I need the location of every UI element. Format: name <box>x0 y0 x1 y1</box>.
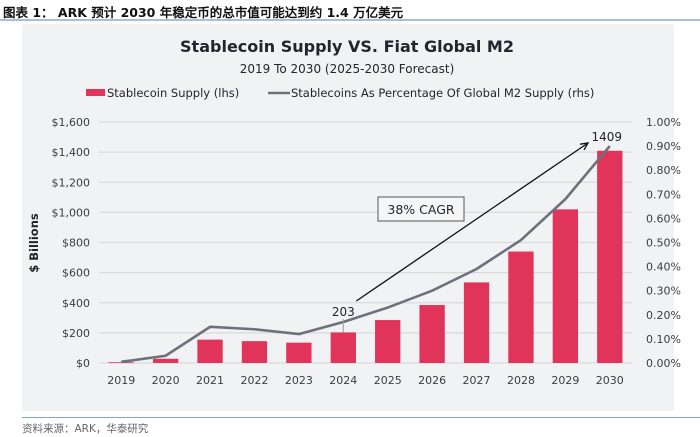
y-tick-label-right: 0.50% <box>646 237 681 250</box>
y-tick-label-left: $1,200 <box>52 176 91 189</box>
y-tick-label-right: 0.00% <box>646 357 681 370</box>
x-tick-label: 2020 <box>152 374 180 387</box>
bar <box>108 362 134 364</box>
x-tick-label: 2024 <box>329 374 357 387</box>
chart-title: Stablecoin Supply VS. Fiat Global M2 <box>180 37 514 56</box>
start-value-label: 203 <box>332 305 355 319</box>
bar <box>508 251 534 363</box>
y-tick-label-left: $1,000 <box>52 206 91 219</box>
y-tick-label-left: $400 <box>62 297 90 310</box>
cagr-arrow <box>355 142 589 302</box>
bar-series <box>108 150 623 364</box>
chart-subtitle: 2019 To 2030 (2025-2030 Forecast) <box>240 62 455 76</box>
bar <box>286 342 312 363</box>
y-tick-label-right: 0.60% <box>646 212 681 225</box>
x-tick-label: 2030 <box>596 374 624 387</box>
gridlines <box>99 121 632 364</box>
cagr-label: 38% CAGR <box>387 202 455 217</box>
annotations: 203 1409 38% CAGR <box>332 130 623 333</box>
cagr-box <box>377 196 465 222</box>
bar <box>597 150 623 363</box>
y-tick-label-right: 1.00% <box>646 116 681 129</box>
legend-label-bar: Stablecoin Supply (lhs) <box>107 86 239 100</box>
y-tick-label-left: $1,400 <box>52 146 91 159</box>
top-rule <box>0 19 700 21</box>
y-tick-label-right: 0.70% <box>646 188 681 201</box>
bar <box>241 341 268 363</box>
cagr-arrowhead <box>579 142 590 151</box>
bar <box>330 332 356 363</box>
figure-caption: 图表 1： ARK 预计 2030 年稳定币的总市值可能达到约 1.4 万亿美元 <box>3 5 404 20</box>
x-tick-label: 2025 <box>374 374 402 387</box>
y-tick-label-right: 0.10% <box>646 333 681 346</box>
x-axis: 2019 2020 2021 2022 2023 2024 2025 2026 2027 2028… <box>107 374 624 387</box>
x-tick-label: 2026 <box>418 374 446 387</box>
y-tick-label-left: $800 <box>62 237 90 250</box>
y-tick-label-right: 0.40% <box>646 261 681 274</box>
y-tick-label-left: $600 <box>62 267 90 280</box>
y-tick-label-right: 0.30% <box>646 285 681 298</box>
legend: Stablecoin Supply (lhs) Stablecoins As P… <box>86 86 594 100</box>
line-series <box>121 145 611 364</box>
bar <box>197 339 223 363</box>
y-tick-label-right: 0.90% <box>646 140 681 153</box>
y-tick-label-left: $0 <box>76 357 90 370</box>
legend-label-line: Stablecoins As Percentage Of Global M2 S… <box>291 86 594 100</box>
x-tick-label: 2028 <box>507 374 535 387</box>
bar <box>552 209 579 363</box>
source-note: 资料来源：ARK，华泰研究 <box>22 423 149 435</box>
legend-swatch-bar <box>86 89 105 96</box>
y-axis-right: 0.00% 0.10% 0.20% 0.30% 0.40% 0.50% 0.60% 0.70%… <box>646 116 681 370</box>
bar <box>419 305 445 363</box>
x-tick-label: 2019 <box>107 374 135 387</box>
y-tick-label-right: 0.20% <box>646 309 681 322</box>
y-axis-label: $ Billions <box>27 213 41 273</box>
x-tick-label: 2021 <box>196 374 224 387</box>
x-tick-label: 2027 <box>463 374 491 387</box>
bar <box>463 282 490 363</box>
y-tick-label-right: 0.80% <box>646 164 681 177</box>
bar <box>152 358 179 363</box>
bottom-rule <box>22 417 700 418</box>
y-axis-left: $0 $200 $400 $600 $800 $1,000 $1,200 $1,400 $1,6… <box>52 116 91 370</box>
y-tick-label-left: $1,600 <box>52 116 91 129</box>
x-tick-label: 2023 <box>285 374 313 387</box>
line-path <box>121 145 611 364</box>
x-tick-label: 2029 <box>551 374 579 387</box>
y-tick-label-left: $200 <box>62 327 90 340</box>
x-tick-label: 2022 <box>240 374 268 387</box>
end-value-label: 1409 <box>592 130 623 144</box>
bar <box>375 320 401 363</box>
